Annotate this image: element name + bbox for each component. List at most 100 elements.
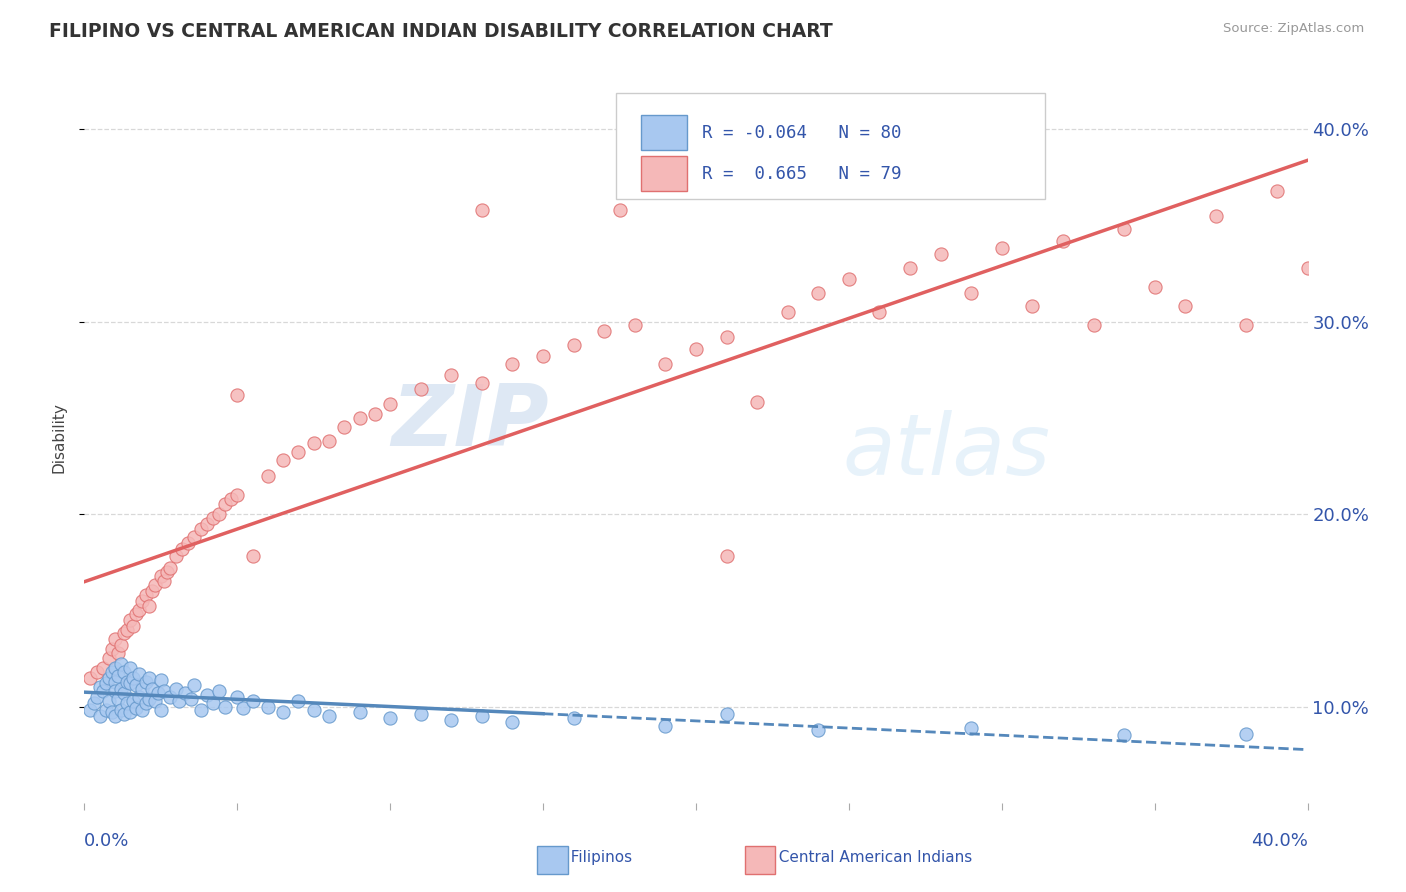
Point [1083,318,1105,333]
Point [409,382,432,396]
Point [153,574,176,589]
Text: Source: ZipAtlas.com: Source: ZipAtlas.com [1223,22,1364,36]
Point [349,410,371,425]
Point [1265,184,1288,198]
Point [115,696,138,710]
Point [364,407,387,421]
Text: 0.0%: 0.0% [84,832,129,850]
Point [838,272,860,286]
Point [79,703,101,717]
Point [146,686,169,700]
Point [1114,222,1136,236]
Point [165,549,187,564]
Point [471,202,494,217]
Point [201,696,224,710]
Point [149,568,172,582]
Point [156,565,179,579]
Point [110,682,132,697]
Point [83,696,105,710]
Point [960,721,983,735]
Point [125,701,148,715]
Point [226,488,249,502]
Point [502,357,524,371]
Point [287,445,309,459]
Point [107,691,129,706]
Text: 40.0%: 40.0% [1251,832,1308,850]
Point [302,435,325,450]
Point [94,703,117,717]
Point [609,202,631,217]
Point [115,674,138,689]
Point [135,696,157,710]
Point [159,561,181,575]
Point [183,530,205,544]
Point [177,536,200,550]
Point [135,588,157,602]
Point [201,511,224,525]
Point [502,714,524,729]
Point [174,686,197,700]
Text: ZIP: ZIP [391,381,550,464]
Point [716,549,738,564]
Point [1174,299,1197,313]
Point [409,707,432,722]
Point [143,694,166,708]
Point [242,694,264,708]
Bar [641,156,688,191]
Point [138,599,160,614]
Point [104,674,127,689]
Point [593,324,616,338]
Point [97,651,120,665]
Point [257,468,280,483]
Point [131,593,153,607]
Point [1052,234,1074,248]
Point [135,674,157,689]
Point [97,694,120,708]
Point [104,661,127,675]
Point [112,686,135,700]
Point [120,676,142,690]
Point [1358,747,1381,762]
Point [214,699,236,714]
Point [716,707,738,722]
Point [898,260,921,275]
Point [1236,726,1258,740]
Point [112,665,135,679]
Point [122,671,145,685]
Point [128,666,150,681]
Bar [745,846,776,874]
Point [125,607,148,622]
Point [115,623,138,637]
Point [440,713,463,727]
Point [219,491,242,506]
Point [91,661,114,675]
Y-axis label: Disability: Disability [51,401,66,473]
FancyBboxPatch shape [616,94,1045,200]
Point [125,678,148,692]
Point [131,682,153,697]
Point [271,453,294,467]
Point [110,657,132,672]
Point [349,706,371,720]
Point [101,706,124,720]
Point [79,671,101,685]
Text: Filipinos: Filipinos [561,850,633,865]
Point [190,703,212,717]
Point [141,682,163,697]
Point [380,397,402,411]
Point [120,706,142,720]
Point [318,709,340,723]
Point [195,516,218,531]
Point [440,368,463,383]
Point [1205,209,1227,223]
Point [120,613,142,627]
Point [94,676,117,690]
Point [101,641,124,656]
Point [257,699,280,714]
Point [929,247,952,261]
Point [131,703,153,717]
Point [226,388,249,402]
Point [112,707,135,722]
Point [318,434,340,448]
Bar [641,115,688,151]
